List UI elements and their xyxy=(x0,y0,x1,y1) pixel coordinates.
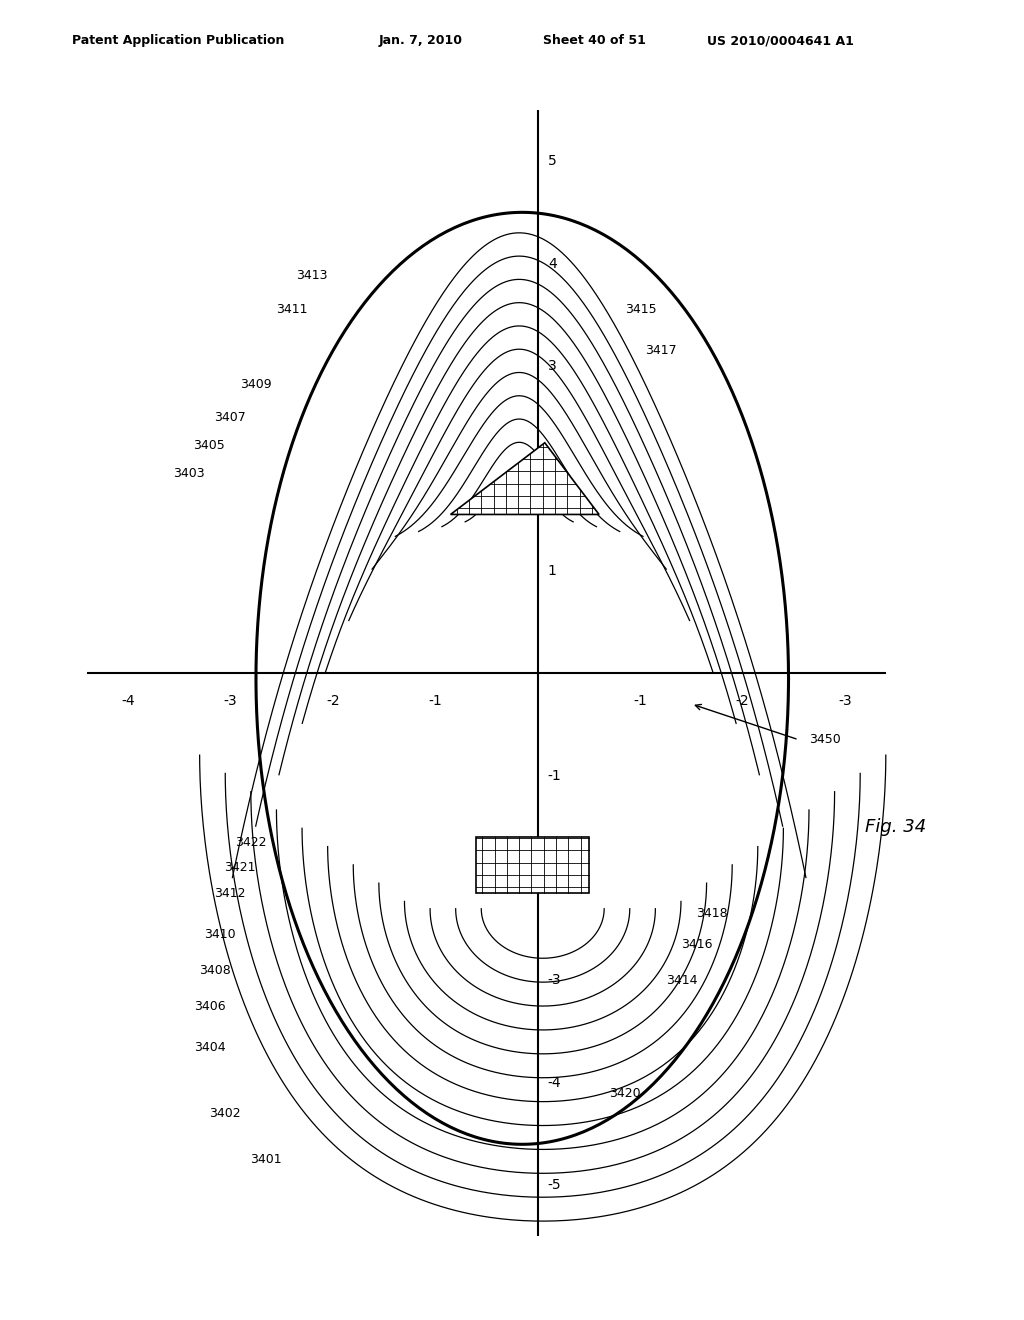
Text: -4: -4 xyxy=(121,694,135,708)
Text: -2: -2 xyxy=(548,871,561,884)
Text: 3405: 3405 xyxy=(194,440,225,453)
Text: US 2010/0004641 A1: US 2010/0004641 A1 xyxy=(707,34,853,48)
Text: 3418: 3418 xyxy=(696,907,728,920)
Text: -1: -1 xyxy=(548,768,561,783)
Text: 3421: 3421 xyxy=(224,861,256,874)
Text: -1: -1 xyxy=(633,694,647,708)
Text: 3404: 3404 xyxy=(194,1040,225,1053)
Text: 3409: 3409 xyxy=(240,378,271,391)
Text: 3410: 3410 xyxy=(204,928,236,941)
Text: 3415: 3415 xyxy=(625,304,656,315)
Text: 3450: 3450 xyxy=(809,734,841,746)
Text: 2: 2 xyxy=(548,462,557,475)
Text: 1: 1 xyxy=(548,564,557,578)
Text: -5: -5 xyxy=(548,1179,561,1192)
Text: 3402: 3402 xyxy=(209,1107,241,1121)
Text: 5: 5 xyxy=(548,154,557,168)
Text: -3: -3 xyxy=(223,694,238,708)
Text: Sheet 40 of 51: Sheet 40 of 51 xyxy=(543,34,645,48)
Text: 3: 3 xyxy=(548,359,557,374)
Text: -3: -3 xyxy=(838,694,852,708)
Text: 3414: 3414 xyxy=(666,974,697,987)
Text: 3417: 3417 xyxy=(645,345,677,358)
Text: Fig. 34: Fig. 34 xyxy=(865,818,927,836)
Text: -4: -4 xyxy=(548,1076,561,1090)
Text: -2: -2 xyxy=(735,694,750,708)
Text: Jan. 7, 2010: Jan. 7, 2010 xyxy=(379,34,463,48)
Text: 3422: 3422 xyxy=(234,836,266,849)
Text: Patent Application Publication: Patent Application Publication xyxy=(72,34,284,48)
Text: -1: -1 xyxy=(428,694,442,708)
Text: -2: -2 xyxy=(326,694,340,708)
Bar xyxy=(476,837,589,894)
Text: 3411: 3411 xyxy=(275,304,307,315)
Text: 3408: 3408 xyxy=(199,964,230,977)
Text: 3420: 3420 xyxy=(609,1086,641,1100)
Text: 3413: 3413 xyxy=(296,269,328,282)
Text: 4: 4 xyxy=(548,256,557,271)
Text: 3416: 3416 xyxy=(681,939,713,952)
Text: 3406: 3406 xyxy=(194,999,225,1012)
Text: -3: -3 xyxy=(548,973,561,987)
Text: 3401: 3401 xyxy=(250,1154,282,1166)
Text: 3403: 3403 xyxy=(173,467,205,480)
Polygon shape xyxy=(451,442,599,515)
Text: 3412: 3412 xyxy=(214,887,246,900)
Text: 3407: 3407 xyxy=(214,411,246,424)
